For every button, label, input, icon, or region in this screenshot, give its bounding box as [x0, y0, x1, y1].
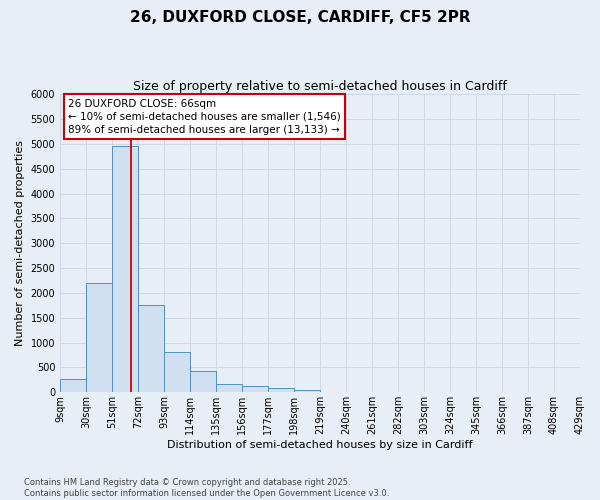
Bar	[60, 379, 86, 392]
Bar	[112, 146, 138, 392]
Bar	[164, 352, 190, 393]
Y-axis label: Number of semi-detached properties: Number of semi-detached properties	[15, 140, 25, 346]
Bar	[268, 388, 294, 392]
Text: Contains HM Land Registry data © Crown copyright and database right 2025.
Contai: Contains HM Land Registry data © Crown c…	[24, 478, 389, 498]
Bar	[86, 283, 112, 393]
Text: 26 DUXFORD CLOSE: 66sqm
← 10% of semi-detached houses are smaller (1,546)
89% of: 26 DUXFORD CLOSE: 66sqm ← 10% of semi-de…	[68, 98, 341, 135]
Bar	[138, 306, 164, 392]
Text: 26, DUXFORD CLOSE, CARDIFF, CF5 2PR: 26, DUXFORD CLOSE, CARDIFF, CF5 2PR	[130, 10, 470, 25]
Title: Size of property relative to semi-detached houses in Cardiff: Size of property relative to semi-detach…	[133, 80, 507, 93]
Bar	[294, 390, 320, 392]
X-axis label: Distribution of semi-detached houses by size in Cardiff: Distribution of semi-detached houses by …	[167, 440, 473, 450]
Bar	[242, 386, 268, 392]
Bar	[216, 384, 242, 392]
Bar	[190, 371, 216, 392]
